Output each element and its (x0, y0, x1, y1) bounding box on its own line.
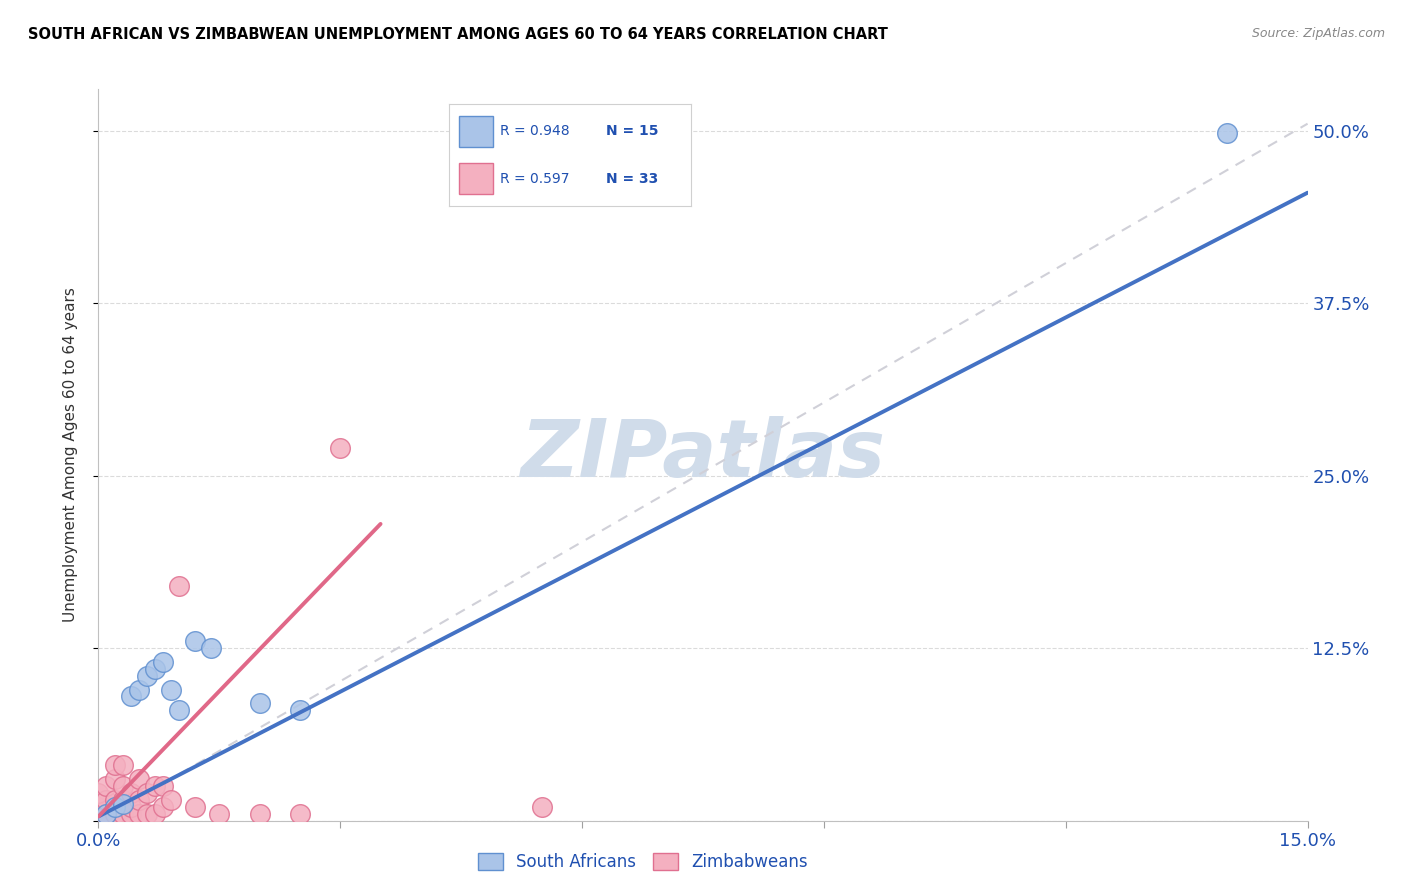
Point (111, 793, 134, 807)
Point (288, 703, 311, 717)
Legend: South Africans, Zimbabweans: South Africans, Zimbabweans (471, 847, 814, 878)
Point (143, 662, 166, 676)
Point (120, 800, 142, 814)
Point (120, 786, 142, 800)
Point (96, 806, 118, 821)
Point (120, 690, 142, 704)
Point (160, 793, 183, 807)
Point (128, 806, 150, 821)
Text: SOUTH AFRICAN VS ZIMBABWEAN UNEMPLOYMENT AMONG AGES 60 TO 64 YEARS CORRELATION C: SOUTH AFRICAN VS ZIMBABWEAN UNEMPLOYMENT… (28, 27, 889, 42)
Point (96, 806, 118, 821)
Point (96, 793, 118, 807)
Point (103, 793, 125, 807)
Point (288, 806, 311, 821)
Point (249, 806, 271, 821)
Point (184, 634, 207, 648)
Point (167, 703, 190, 717)
Point (111, 797, 134, 811)
Point (96, 779, 118, 793)
Point (111, 779, 134, 793)
Point (143, 806, 166, 821)
Point (152, 655, 174, 669)
Text: Source: ZipAtlas.com: Source: ZipAtlas.com (1251, 27, 1385, 40)
Point (87, 786, 110, 800)
Point (128, 772, 150, 787)
Point (152, 779, 174, 793)
Point (103, 772, 125, 787)
Point (1216, 127, 1239, 141)
Point (329, 441, 352, 455)
Point (135, 786, 157, 800)
Point (128, 793, 150, 807)
Point (135, 669, 157, 683)
Point (160, 682, 183, 697)
Text: ZIPatlas: ZIPatlas (520, 416, 886, 494)
Point (120, 806, 142, 821)
Point (111, 758, 134, 772)
Y-axis label: Unemployment Among Ages 60 to 64 years: Unemployment Among Ages 60 to 64 years (63, 287, 77, 623)
Point (103, 806, 125, 821)
Point (135, 806, 157, 821)
Point (103, 800, 125, 814)
Point (208, 806, 231, 821)
Point (200, 641, 222, 656)
Point (152, 800, 174, 814)
Point (167, 579, 190, 593)
Point (184, 800, 207, 814)
Point (249, 696, 271, 710)
Point (103, 758, 125, 772)
Point (87, 800, 110, 814)
Point (128, 682, 150, 697)
Point (530, 800, 553, 814)
Point (111, 806, 134, 821)
Point (143, 779, 166, 793)
